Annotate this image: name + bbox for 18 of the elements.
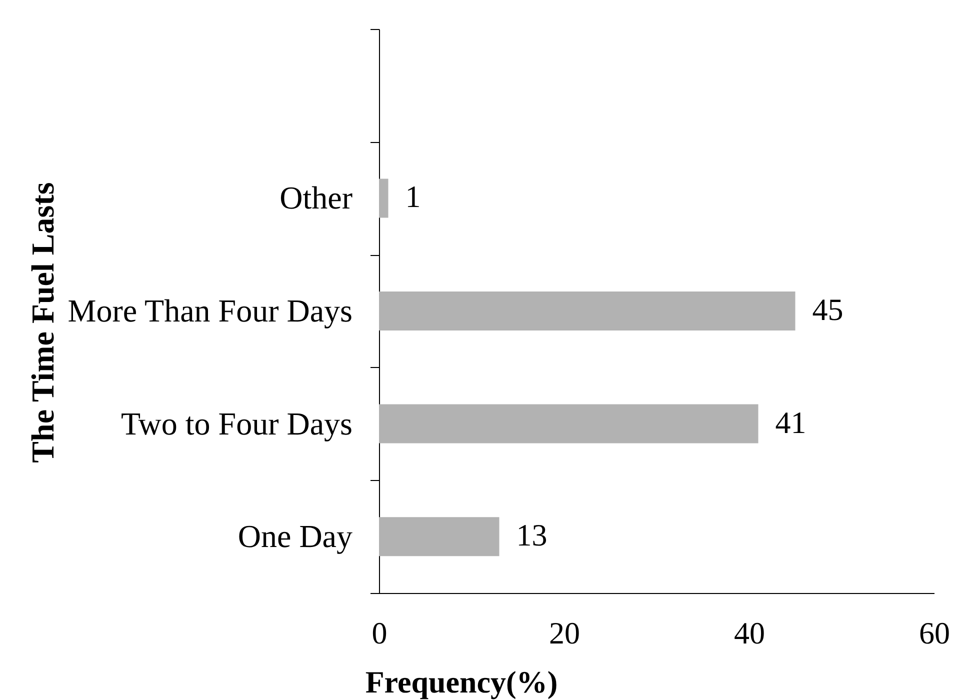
x-tick-label: 0 bbox=[372, 616, 388, 650]
y-tick-label: Two to Four Days bbox=[120, 405, 352, 442]
y-tick-label: Other bbox=[280, 180, 353, 216]
bar bbox=[379, 404, 758, 444]
y-axis-title: The Time Fuel Lasts bbox=[24, 182, 60, 463]
x-tick-label: 20 bbox=[549, 616, 580, 650]
x-tick-label: 60 bbox=[919, 616, 950, 650]
y-tick-label: One Day bbox=[238, 518, 352, 554]
x-tick-label: 40 bbox=[734, 616, 765, 650]
data-label: 45 bbox=[812, 292, 844, 327]
data-label: 13 bbox=[516, 518, 548, 553]
x-axis-title: Frequency(%) bbox=[365, 664, 558, 700]
bar bbox=[379, 292, 796, 330]
bar bbox=[379, 178, 388, 218]
data-label: 1 bbox=[405, 179, 421, 214]
bar bbox=[379, 517, 500, 556]
y-tick-label: More Than Four Days bbox=[68, 292, 352, 328]
data-label: 41 bbox=[775, 404, 806, 440]
